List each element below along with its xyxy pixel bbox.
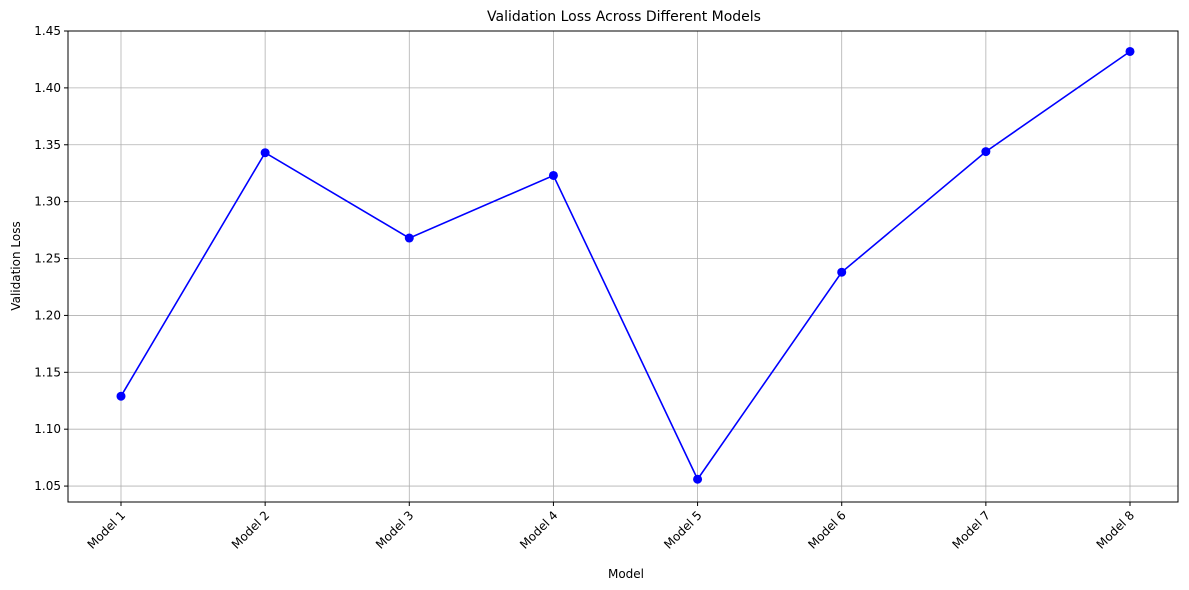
x-axis-label: Model <box>608 567 644 581</box>
data-point <box>116 391 126 401</box>
y-tick-label: 1.15 <box>34 365 61 379</box>
series-layer <box>116 46 1135 484</box>
y-axis-label: Validation Loss <box>9 221 23 310</box>
plot-frame <box>67 30 1179 503</box>
x-tick-label: Model 4 <box>517 508 560 551</box>
y-tick-label: 1.35 <box>34 138 61 152</box>
x-tick-label: Model 2 <box>229 508 272 551</box>
tick-layer: 1.05 1.10 1.15 1.20 1.25 1.30 1.35 1.40 1.45 Mode… <box>34 24 1137 552</box>
data-point <box>693 474 703 484</box>
y-tick-label: 1.05 <box>34 479 61 493</box>
data-point <box>404 233 414 243</box>
series-line <box>120 50 1131 481</box>
data-point <box>1125 46 1135 56</box>
x-tick-label: Model 8 <box>1094 508 1137 551</box>
y-tick-label: 1.30 <box>34 195 61 209</box>
x-tick-label: Model 7 <box>950 508 993 551</box>
data-point <box>260 148 270 158</box>
x-tick-label: Model 5 <box>661 508 704 551</box>
grid-layer <box>68 30 1178 502</box>
y-tick-label: 1.45 <box>34 24 61 38</box>
data-point <box>548 170 558 180</box>
x-tick-label: Model 1 <box>85 508 128 551</box>
y-tick-label: 1.20 <box>34 308 61 322</box>
y-tick-label: 1.10 <box>34 422 61 436</box>
y-tick-label: 1.25 <box>34 252 61 266</box>
data-point <box>837 267 847 277</box>
chart-title: Validation Loss Across Different Models <box>487 9 761 25</box>
data-point <box>981 147 991 157</box>
y-tick-label: 1.40 <box>34 81 61 95</box>
x-tick-label: Model 6 <box>805 508 848 551</box>
x-tick-label: Model 3 <box>373 508 416 551</box>
